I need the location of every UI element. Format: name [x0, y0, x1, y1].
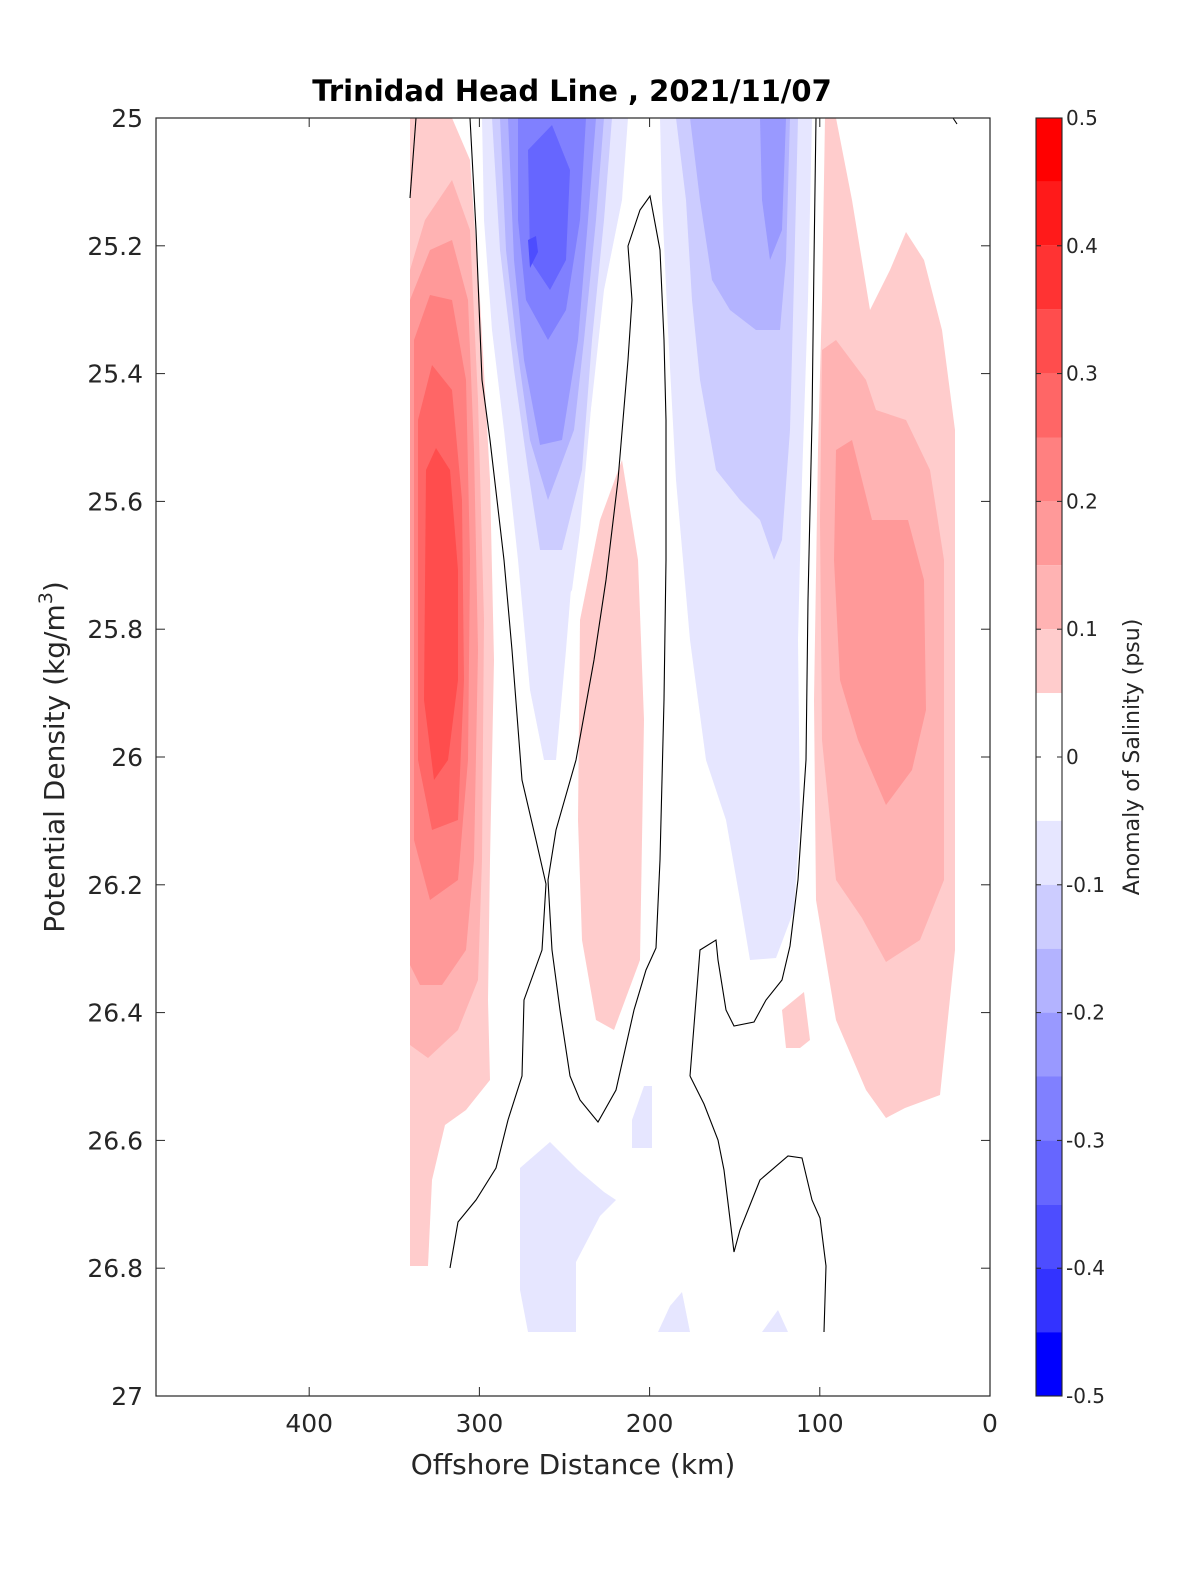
- x-tick-label: 300: [456, 1409, 504, 1438]
- colorbar-band: [1036, 501, 1062, 566]
- x-axis: 400 300 200 100 0: [285, 118, 998, 1438]
- y-tick-label: 26: [111, 743, 143, 772]
- y-tick-label: 25.4: [87, 360, 143, 389]
- colorbar-band: [1036, 1140, 1062, 1205]
- y-tick-label: 25.2: [87, 232, 143, 261]
- colorbar-band: [1036, 118, 1062, 182]
- y-axis-label-close: ): [38, 581, 71, 592]
- contour-region-27: [762, 1310, 788, 1332]
- colorbar-band: [1036, 245, 1062, 310]
- y-tick-label: 25.8: [87, 615, 143, 644]
- y-axis-label: Potential Density (kg/m3): [35, 581, 71, 933]
- x-axis-label: Offshore Distance (km): [411, 1448, 736, 1481]
- colorbar-band: [1036, 565, 1062, 630]
- zero-contour-line-0: [409, 117, 417, 199]
- y-tick-label: 26.2: [87, 871, 143, 900]
- contour-region-23: [760, 118, 786, 260]
- zero-contour-line-3: [689, 117, 817, 1077]
- zero-contour-line-4: [689, 1075, 827, 1333]
- colorbar-band: [1036, 948, 1062, 1013]
- colorbar-tick-label: 0.1: [1066, 617, 1098, 641]
- contour-region-10: [782, 992, 810, 1048]
- colorbar-band: [1036, 1204, 1062, 1269]
- chart-title: Trinidad Head Line , 2021/11/07: [312, 74, 832, 108]
- contour-region-9: [834, 440, 926, 805]
- x-tick-label: 200: [626, 1409, 674, 1438]
- colorbar-band: [1036, 884, 1062, 949]
- colorbar-tick-label: 0.4: [1066, 234, 1098, 258]
- colorbar-band: [1036, 181, 1062, 246]
- colorbar-tick-label: -0.4: [1066, 1256, 1105, 1280]
- colorbar-band: [1036, 820, 1062, 885]
- contour-region-26: [658, 1292, 690, 1332]
- y-tick-label: 26.4: [87, 999, 143, 1028]
- contour-region-18: [528, 236, 538, 268]
- colorbar-band: [1036, 1012, 1062, 1077]
- colorbar-band: [1036, 373, 1062, 438]
- colorbar-tick-label: -0.1: [1066, 873, 1105, 897]
- y-tick-label: 27: [111, 1382, 143, 1411]
- zero-contour-lines: [409, 117, 958, 1333]
- zero-contour-line-2: [547, 194, 667, 1123]
- colorbar-tick-label: -0.2: [1066, 1001, 1105, 1025]
- colorbar-band: [1036, 1076, 1062, 1141]
- colorbar-tick-label: -0.5: [1066, 1384, 1105, 1408]
- y-axis-label-main: Potential Density (kg/m: [38, 604, 71, 933]
- colorbar-tick-label: 0: [1066, 745, 1079, 769]
- colorbar-tick-label: 0.3: [1066, 362, 1098, 386]
- y-tick-label: 26.6: [87, 1126, 143, 1155]
- colorbar-band: [1036, 629, 1062, 694]
- y-axis: 25 25.2 25.4 25.6 25.8 26 26.2 26.4 26.6 26.8 27: [87, 104, 990, 1411]
- colorbar-tick-label: 0.5: [1066, 106, 1098, 130]
- contour-region-6: [578, 460, 644, 1030]
- x-tick-label: 400: [285, 1409, 333, 1438]
- colorbar-band: [1036, 1268, 1062, 1333]
- colorbar: 0.5 0.4 0.3 0.2 0.1 0 -0.1 -0.2 -0.3 -0.4 -0.5: [1035, 106, 1105, 1408]
- colorbar-tick-label: 0.2: [1066, 489, 1098, 513]
- colorbar-band: [1036, 309, 1062, 374]
- colorbar-tick-label: -0.3: [1066, 1128, 1105, 1152]
- contour-region-24: [520, 1142, 616, 1332]
- x-tick-label: 100: [796, 1409, 844, 1438]
- contour-region-25: [632, 1086, 652, 1148]
- colorbar-band: [1036, 1332, 1062, 1396]
- colorbar-label: Anomaly of Salinity (psu): [1120, 619, 1145, 896]
- colorbar-band: [1036, 437, 1062, 502]
- zero-contour-line-1: [449, 117, 547, 1269]
- contour-region-17: [528, 125, 570, 290]
- contour-region-5: [424, 448, 458, 780]
- y-tick-label: 25.6: [87, 487, 143, 516]
- contour-fills: [410, 118, 955, 1332]
- x-tick-label: 0: [982, 1409, 998, 1438]
- zero-contour-line-5: [952, 117, 958, 125]
- y-tick-label: 26.8: [87, 1254, 143, 1283]
- y-axis-label-superscript: 3: [35, 592, 57, 604]
- y-tick-label: 25: [111, 104, 143, 133]
